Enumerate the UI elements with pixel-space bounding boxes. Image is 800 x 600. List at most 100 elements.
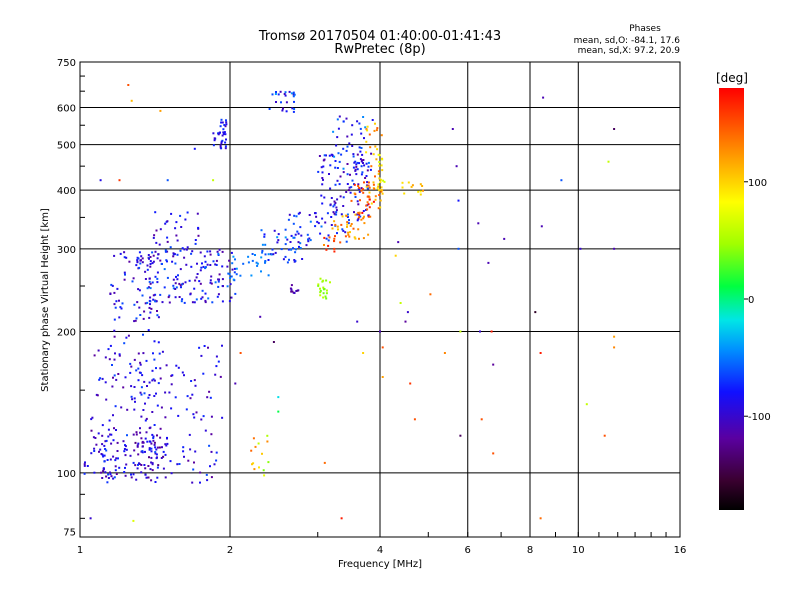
data-point [363,164,366,167]
data-point [346,221,349,224]
data-point [239,352,242,354]
data-point [199,471,202,474]
data-point [157,341,160,344]
colorbar-tick-label: 100 [748,178,767,189]
data-point [492,452,495,455]
data-point [319,277,322,280]
data-point [233,267,236,270]
data-point [299,242,302,245]
data-point [284,228,287,231]
data-point [261,251,264,254]
data-point [210,476,213,479]
data-point [133,386,136,388]
data-point [232,255,235,258]
data-point [159,109,162,112]
data-point [209,250,212,253]
data-point [213,137,216,140]
data-point [193,301,196,304]
data-point [141,294,144,297]
data-point [189,397,192,400]
data-point [149,265,152,268]
data-point [340,213,343,216]
data-point [193,379,196,382]
data-point [335,144,338,147]
data-point [332,205,335,208]
data-point [118,316,121,319]
data-point [232,278,235,281]
data-point [370,202,373,205]
data-point [293,259,296,261]
data-point [177,274,179,277]
data-point [161,301,164,304]
data-point [174,396,177,399]
data-point [137,442,140,445]
data-point [196,273,199,275]
data-point [212,260,215,263]
data-point [165,259,168,262]
data-point [142,317,145,320]
data-point [137,367,140,370]
data-point [169,246,172,249]
data-point [164,250,167,253]
data-point [221,265,224,268]
data-point [171,260,174,263]
data-point [118,354,121,357]
data-point [183,256,186,259]
data-point [342,167,345,170]
data-point [197,226,200,229]
data-point [112,455,115,458]
data-point [285,110,288,113]
data-point [133,358,136,361]
data-point [401,181,404,184]
data-point [122,440,125,443]
data-point [362,217,365,220]
data-point [166,260,168,263]
data-point [149,263,152,265]
data-point [322,296,325,299]
data-point [135,478,138,481]
data-point [346,223,349,226]
data-point [134,441,137,444]
data-point [127,84,130,86]
data-point [336,136,339,139]
data-point [354,213,357,216]
data-point [168,294,171,297]
data-point [371,119,374,121]
data-point [339,241,342,244]
data-point [116,287,119,290]
data-point [380,178,383,181]
data-point [284,243,287,246]
data-point [148,257,150,260]
data-point [273,229,276,232]
data-point [354,168,357,171]
data-point [225,121,228,124]
data-point [579,247,582,250]
data-point [255,261,258,264]
data-point [356,320,359,323]
data-point [157,382,160,385]
data-point [135,433,138,436]
data-point [152,298,155,301]
data-point [180,286,182,289]
data-point [348,142,351,145]
data-point [296,289,299,292]
data-point [141,450,144,453]
data-point [113,358,116,361]
data-point [114,405,117,408]
data-point [155,453,158,456]
data-point [117,457,119,460]
data-point [119,306,122,309]
data-point [170,383,173,386]
data-point [126,408,129,411]
data-point [182,450,185,453]
data-point [477,222,480,225]
data-point [306,233,309,236]
data-point [354,169,357,172]
data-point [261,452,263,455]
data-point [234,292,237,295]
data-point [319,291,322,294]
data-point [479,330,481,333]
data-point [286,238,289,241]
data-point [259,315,262,318]
data-point [154,211,157,214]
